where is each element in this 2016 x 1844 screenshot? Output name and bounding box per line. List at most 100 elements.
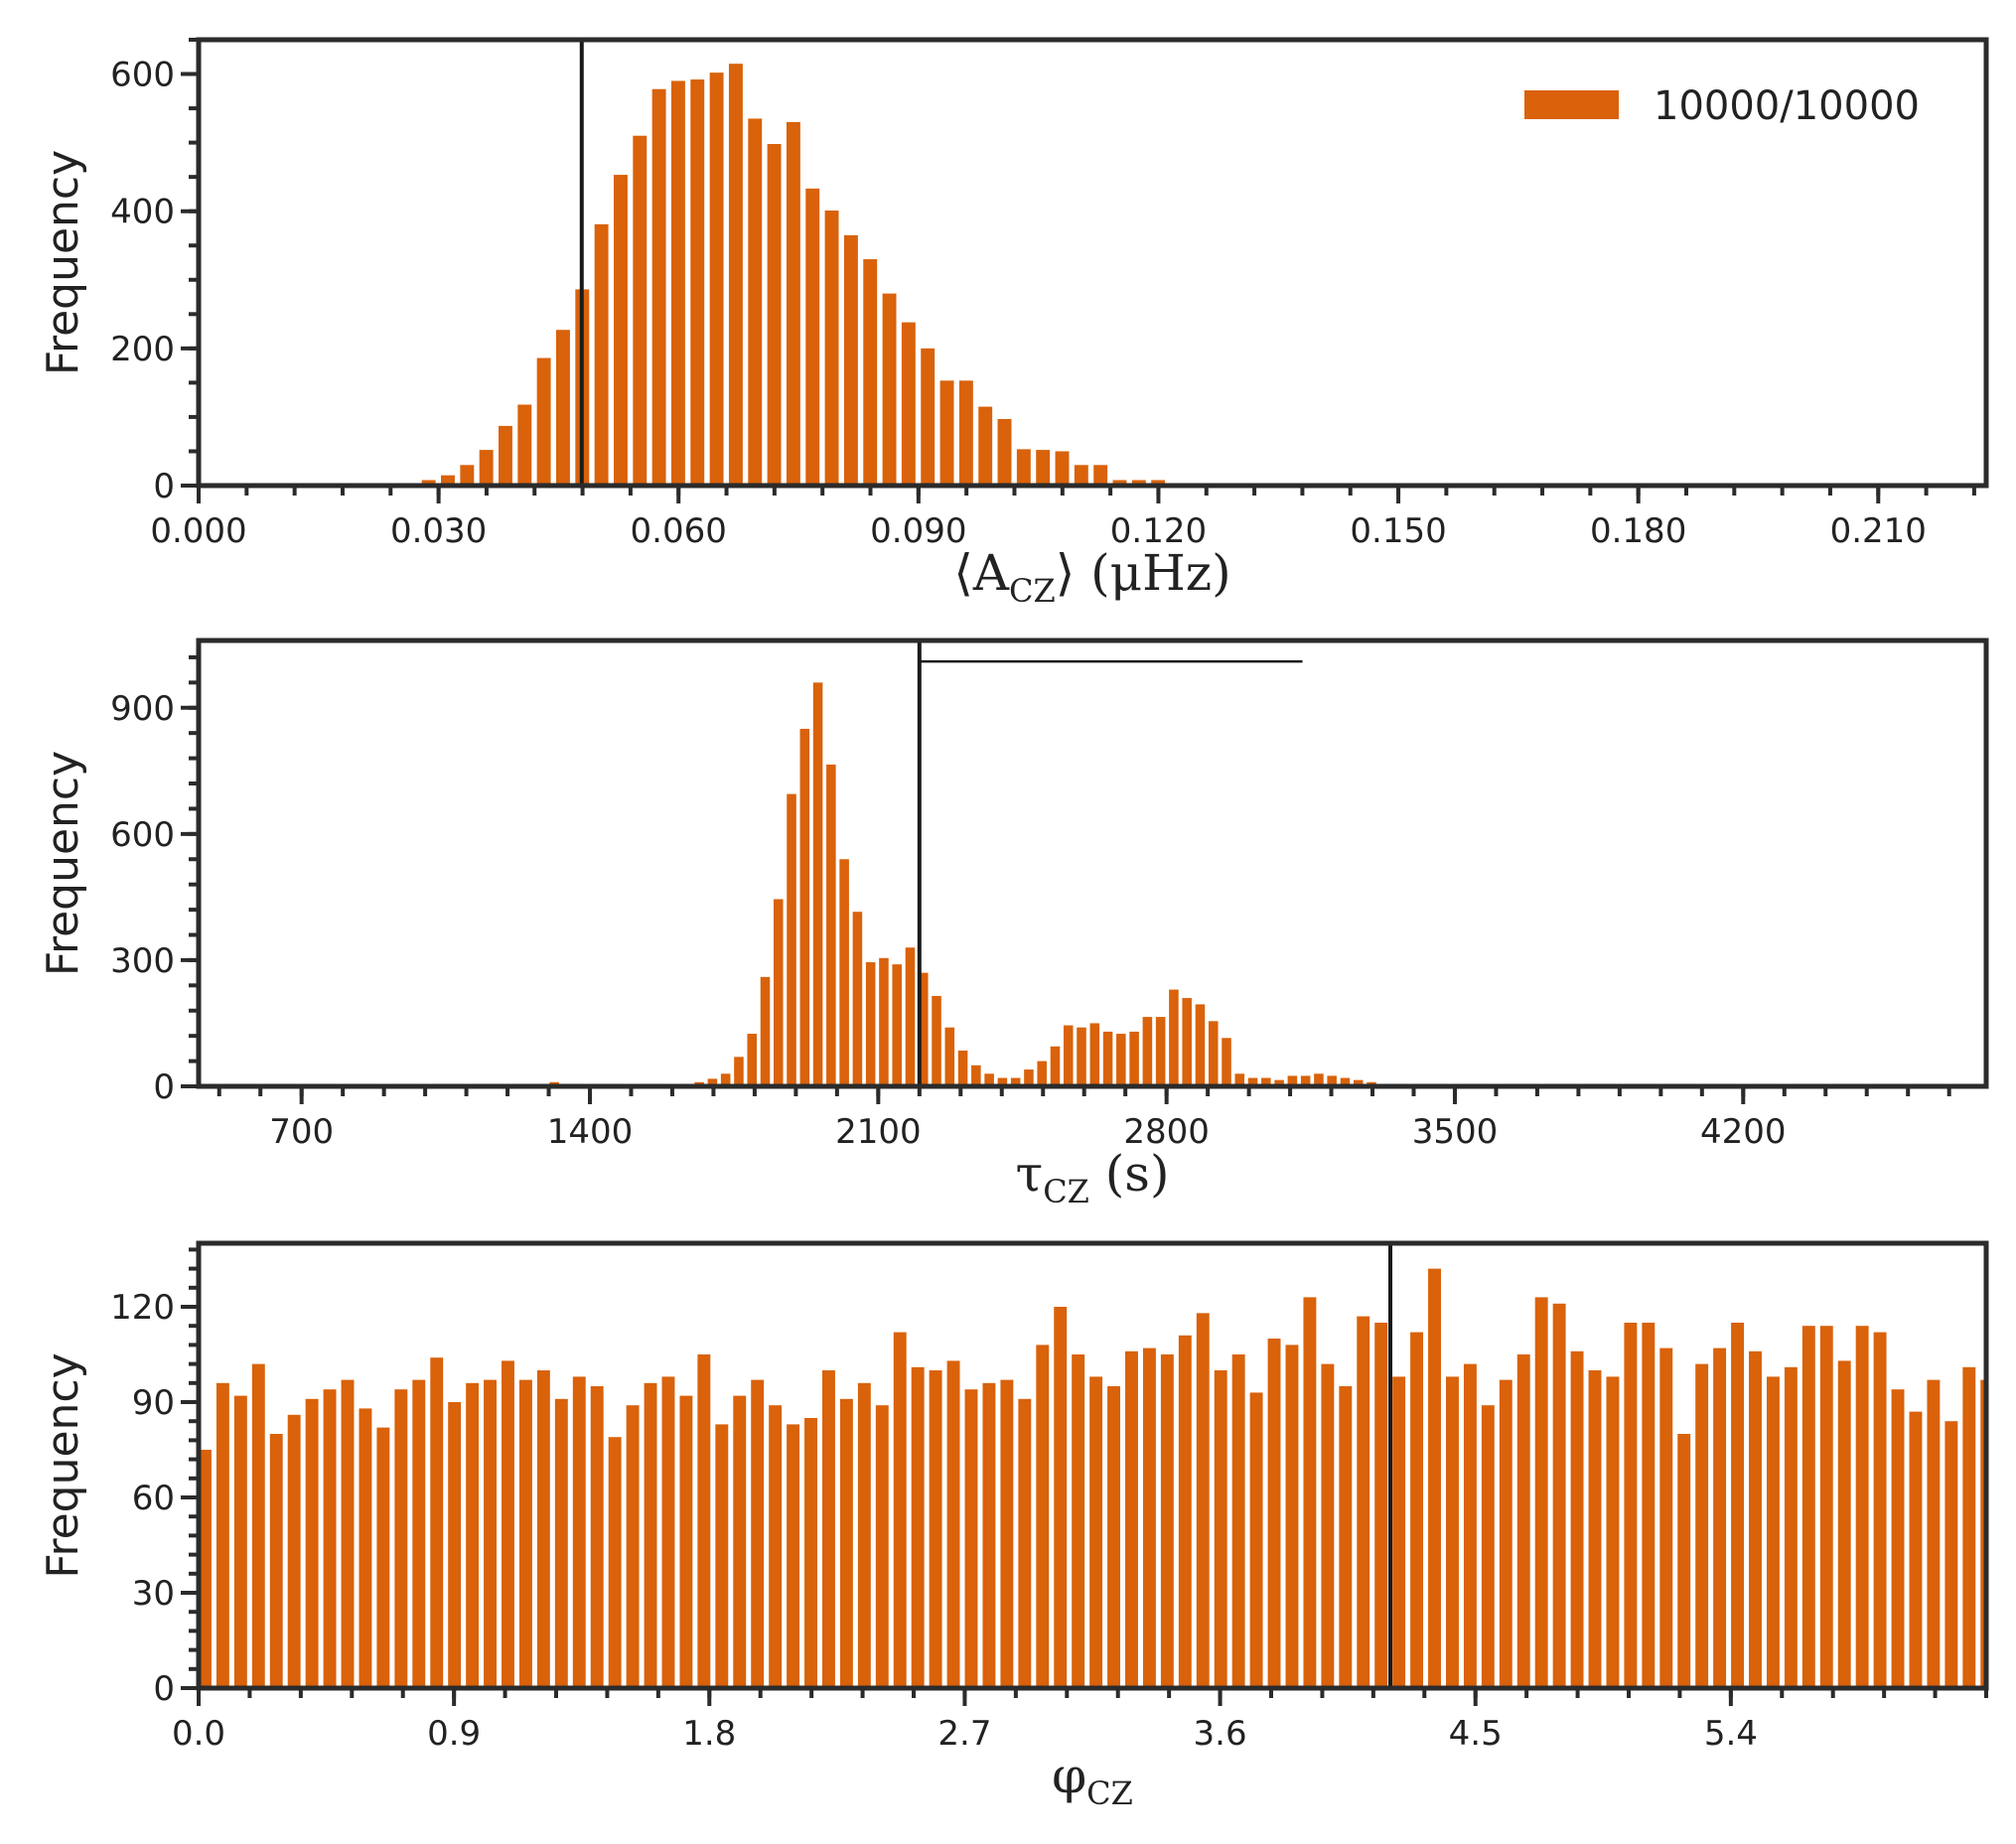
histogram-bar: [805, 188, 820, 487]
histogram-bar: [1410, 1332, 1424, 1688]
x-axis-label-subscript: CZ: [1043, 1173, 1089, 1210]
histogram-bar: [1300, 1075, 1311, 1086]
x-axis-label-unit: ⟩ (μHz): [1056, 544, 1231, 602]
histogram-bar: [957, 1050, 968, 1086]
histogram-bar: [484, 1379, 498, 1688]
y-tick-label: 0: [153, 1067, 175, 1107]
x-axis-label-main: ⟨A: [953, 544, 1010, 602]
histogram-bar: [1731, 1323, 1745, 1688]
axes-frame: [196, 37, 1989, 489]
x-axis-label-main: φ: [1052, 1747, 1086, 1804]
histogram-bar: [1481, 1405, 1495, 1688]
histogram-bar: [839, 1398, 853, 1688]
histogram-bar: [1050, 1046, 1061, 1086]
histogram-bar: [893, 1332, 907, 1688]
y-axis: 0 30 60 90 120: [110, 1247, 199, 1709]
histogram-bar: [421, 480, 436, 486]
histogram-bar: [1534, 1297, 1548, 1688]
histogram-bar: [971, 1064, 981, 1086]
x-tick-label: 0.9: [427, 1714, 481, 1754]
legend: 10000/10000: [1524, 83, 1920, 129]
histogram-bar: [1142, 1348, 1156, 1688]
histogram-bar: [626, 1405, 640, 1688]
y-tick-label: 0: [153, 1669, 175, 1709]
histogram-bar: [376, 1427, 390, 1688]
panel-3: 0.0 0.9 1.8 2.7 3.6 4.5 5.4 0 30 60 90 120 Frequency…: [38, 1240, 1989, 1812]
histogram-bar: [1659, 1348, 1673, 1688]
histogram-bar: [412, 1379, 426, 1688]
histogram-bar: [1089, 1023, 1100, 1086]
histogram-bar: [1142, 1017, 1153, 1086]
y-tick-label: 0: [153, 467, 175, 506]
y-axis: 0 200 400 600: [110, 38, 199, 506]
histogram-bar: [751, 1379, 765, 1688]
histogram-bar: [786, 121, 800, 487]
panel-1: 0.000 0.030 0.060 0.090 0.120 0.150 0.180 0.210…: [38, 37, 1989, 610]
histogram-bar: [233, 1395, 247, 1688]
x-axis-label: τCZ (s): [1016, 1145, 1170, 1210]
bars: [444, 682, 1376, 1086]
histogram-bar: [984, 1073, 994, 1086]
histogram-bar: [1131, 480, 1146, 486]
histogram-bar: [1116, 1034, 1126, 1086]
histogram-bar: [1357, 1316, 1370, 1688]
histogram-bar: [216, 1382, 229, 1688]
y-tick-label: 120: [110, 1288, 175, 1328]
y-tick-label: 600: [110, 56, 175, 95]
x-tick-label: 4200: [1700, 1112, 1787, 1152]
histogram-bar: [679, 1395, 693, 1688]
histogram-bar: [787, 793, 796, 1086]
histogram-bar: [1606, 1376, 1620, 1688]
histogram-bar: [826, 764, 836, 1086]
y-axis-label: Frequency: [38, 150, 88, 375]
histogram-bar: [1927, 1379, 1941, 1688]
histogram-bar: [773, 899, 784, 1086]
histogram-bar: [921, 348, 936, 486]
x-axis: 0.000 0.030 0.060 0.090 0.120 0.150 0.180 0.210: [150, 486, 1976, 551]
x-tick-label: 3500: [1412, 1112, 1499, 1152]
y-tick-label: 30: [132, 1574, 175, 1614]
histogram-bar: [1314, 1073, 1324, 1086]
histogram-bar: [1125, 1350, 1138, 1688]
x-tick-label: 3.6: [1194, 1714, 1247, 1754]
histogram-bar: [707, 1078, 718, 1086]
histogram-bar: [1340, 1077, 1351, 1086]
histogram-bar: [1000, 1379, 1014, 1688]
x-tick-label: 1.8: [682, 1714, 736, 1754]
x-axis-label-unit: (s): [1089, 1145, 1170, 1203]
histogram-bar: [1249, 1392, 1263, 1688]
y-tick-label: 300: [110, 941, 175, 981]
histogram-bar: [1552, 1303, 1566, 1688]
y-axis-label: Frequency: [38, 1352, 88, 1578]
histogram-bar: [852, 912, 863, 1086]
histogram-bar: [536, 357, 551, 486]
histogram-bar: [1160, 1354, 1174, 1688]
histogram-bar: [875, 1405, 889, 1688]
histogram-bar: [1374, 1323, 1388, 1688]
histogram-bar: [1855, 1326, 1869, 1688]
histogram-bar: [911, 1366, 925, 1688]
y-tick-label: 90: [132, 1383, 175, 1423]
histogram-bar: [865, 962, 876, 1086]
histogram-bar: [1819, 1326, 1833, 1688]
histogram-bar: [1089, 1376, 1103, 1688]
histogram-bar: [1222, 1038, 1231, 1086]
x-tick-label: 0.0: [172, 1714, 225, 1754]
histogram-bar: [1129, 1031, 1139, 1086]
histogram-bar: [1016, 449, 1031, 486]
x-tick-label: 1400: [547, 1112, 634, 1152]
x-tick-label: 2100: [835, 1112, 922, 1152]
histogram-bar: [1801, 1326, 1815, 1688]
histogram-bar: [1037, 1061, 1047, 1086]
histogram-bar: [1980, 1379, 1986, 1688]
histogram-bar: [1155, 1017, 1166, 1086]
histogram-bar: [1873, 1332, 1887, 1688]
histogram-bar: [517, 404, 532, 486]
x-tick-label: 2800: [1123, 1112, 1210, 1152]
histogram-bar: [499, 425, 512, 486]
axes-frame: [196, 638, 1989, 1089]
bars: [199, 1268, 1986, 1688]
histogram-bar: [715, 1424, 729, 1688]
histogram-bar: [305, 1398, 319, 1688]
x-axis-label-subscript: CZ: [1086, 1774, 1133, 1812]
